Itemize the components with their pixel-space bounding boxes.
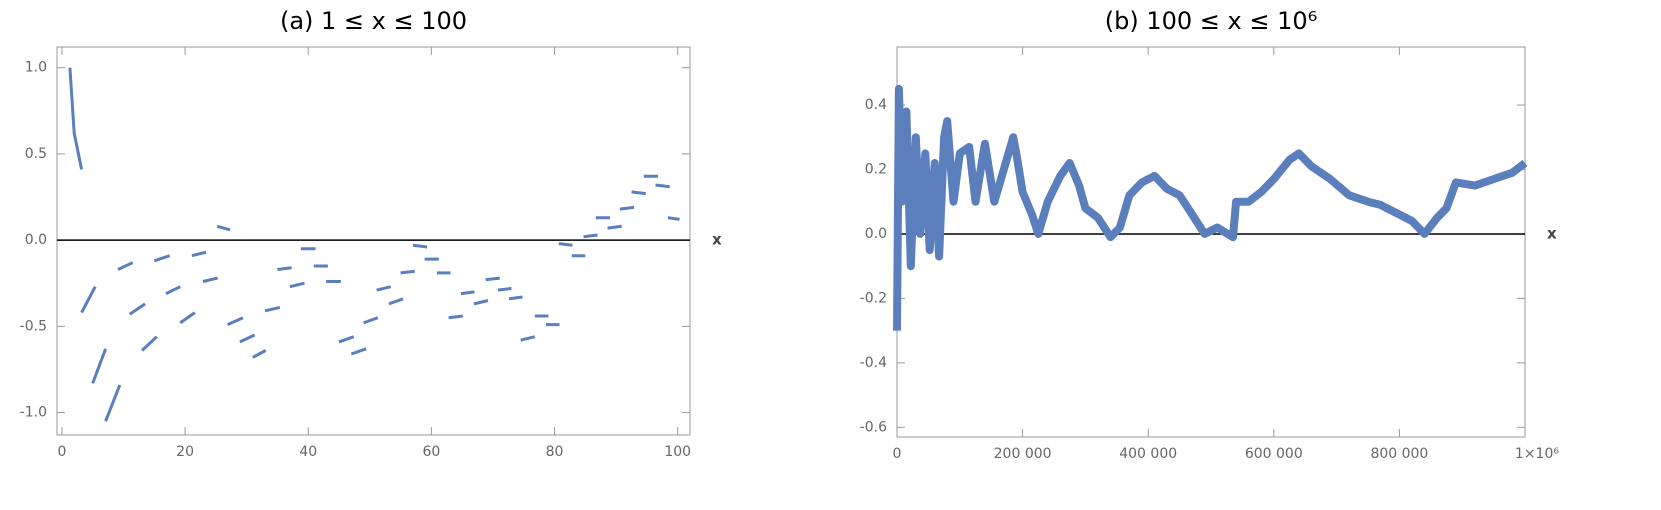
x-tick-label: 60 <box>422 444 440 460</box>
x-tick-label: 200 000 <box>994 446 1052 462</box>
x-tick-label: 100 <box>664 444 691 460</box>
y-tick-label: 0.0 <box>25 232 47 248</box>
x-axis-label: x <box>712 231 722 249</box>
y-tick-label: 1.0 <box>25 60 47 76</box>
x-tick-label: 0 <box>893 446 902 462</box>
x-tick-label: 80 <box>546 444 564 460</box>
plot-frame <box>56 46 691 436</box>
plot-frame <box>896 46 1526 438</box>
y-tick-label: -0.4 <box>860 355 887 371</box>
x-tick-label: 600 000 <box>1245 446 1303 462</box>
x-tick-label: 800 000 <box>1370 446 1428 462</box>
y-tick-label: -0.6 <box>860 419 887 435</box>
x-tick-label: 40 <box>299 444 317 460</box>
y-tick-label: 0.2 <box>865 161 887 177</box>
y-tick-label: -0.2 <box>860 290 887 306</box>
x-tick-label: 0 <box>57 444 66 460</box>
y-tick-label: 0.4 <box>865 97 887 113</box>
y-tick-label: -0.5 <box>20 318 47 334</box>
x-tick-label: 400 000 <box>1119 446 1177 462</box>
x-tick-label: 1×10⁶ <box>1515 446 1559 462</box>
x-tick-label: 20 <box>176 444 194 460</box>
x-axis-label: x <box>1547 224 1557 242</box>
y-tick-label: -1.0 <box>20 405 47 421</box>
data-line <box>68 67 680 422</box>
chart-title: (a) 1 ≤ x ≤ 100 <box>280 7 467 35</box>
y-tick-label: 0.0 <box>865 226 887 242</box>
data-line <box>893 84 1528 331</box>
chart-title: (b) 100 ≤ x ≤ 10⁶ <box>1105 7 1318 35</box>
y-tick-label: 0.5 <box>25 146 47 162</box>
